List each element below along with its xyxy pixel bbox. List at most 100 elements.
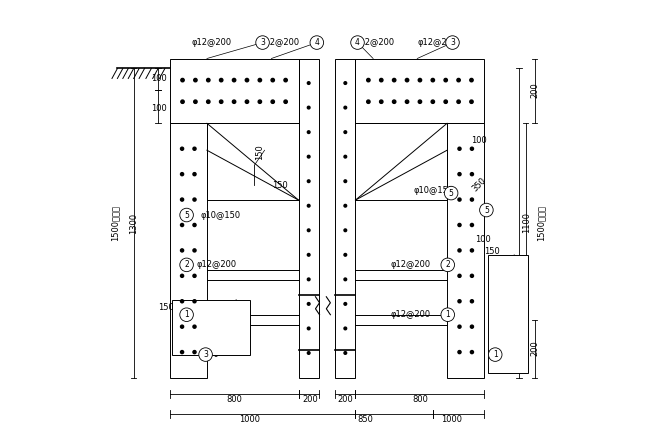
Circle shape	[344, 229, 347, 231]
Circle shape	[181, 147, 184, 150]
Circle shape	[441, 258, 455, 271]
Text: 1100: 1100	[522, 211, 531, 232]
Bar	[447, 123, 485, 377]
Text: 1500垒土侧: 1500垒土侧	[110, 205, 119, 241]
Bar	[169, 123, 207, 377]
Circle shape	[307, 131, 310, 134]
Circle shape	[344, 352, 347, 354]
Circle shape	[457, 78, 460, 82]
Circle shape	[180, 208, 194, 222]
Text: 1300: 1300	[129, 212, 138, 234]
Circle shape	[367, 78, 370, 82]
Circle shape	[307, 204, 310, 207]
Circle shape	[181, 351, 184, 354]
Text: 5: 5	[449, 189, 454, 198]
Circle shape	[431, 78, 434, 82]
Text: 150: 150	[255, 144, 264, 160]
Circle shape	[367, 100, 370, 103]
Circle shape	[444, 78, 447, 82]
Circle shape	[193, 274, 196, 277]
Circle shape	[181, 274, 184, 277]
Circle shape	[181, 100, 184, 103]
Circle shape	[351, 36, 364, 49]
Text: 1: 1	[445, 310, 450, 319]
Text: φ12@200: φ12@200	[197, 310, 237, 319]
Circle shape	[220, 78, 223, 82]
Circle shape	[470, 78, 473, 82]
Circle shape	[245, 100, 249, 103]
Circle shape	[444, 186, 458, 200]
Circle shape	[344, 303, 347, 305]
Circle shape	[419, 100, 422, 103]
Circle shape	[307, 352, 310, 354]
Text: 350: 350	[471, 176, 489, 194]
Circle shape	[344, 204, 347, 207]
Circle shape	[470, 147, 473, 150]
Circle shape	[258, 78, 262, 82]
Text: 100: 100	[472, 136, 487, 145]
Circle shape	[344, 327, 347, 330]
Circle shape	[457, 100, 460, 103]
Circle shape	[470, 223, 473, 227]
Circle shape	[232, 100, 235, 103]
Text: 950: 950	[203, 350, 219, 359]
Circle shape	[458, 325, 461, 328]
Bar	[335, 58, 356, 377]
Circle shape	[441, 308, 455, 321]
Circle shape	[207, 78, 210, 82]
Circle shape	[307, 106, 310, 109]
Text: 5: 5	[184, 210, 189, 219]
Circle shape	[489, 348, 502, 361]
Circle shape	[458, 223, 461, 227]
Circle shape	[458, 173, 461, 176]
Circle shape	[458, 351, 461, 354]
Circle shape	[307, 155, 310, 158]
Text: 2: 2	[445, 260, 450, 269]
Text: 1: 1	[184, 310, 189, 319]
Text: 150: 150	[158, 303, 174, 312]
Circle shape	[431, 100, 434, 103]
Circle shape	[344, 180, 347, 182]
Circle shape	[470, 198, 473, 201]
Text: 3: 3	[450, 38, 455, 47]
Text: φ12@200: φ12@200	[260, 38, 300, 47]
Circle shape	[181, 325, 184, 328]
Text: 800: 800	[226, 395, 242, 404]
Circle shape	[470, 249, 473, 252]
Circle shape	[307, 254, 310, 256]
Circle shape	[284, 78, 287, 82]
Circle shape	[392, 78, 396, 82]
Circle shape	[458, 299, 461, 303]
Bar	[171, 300, 250, 355]
Text: 800: 800	[412, 395, 428, 404]
Circle shape	[181, 173, 184, 176]
Text: 150: 150	[484, 247, 500, 256]
Text: 1500背土侧: 1500背土侧	[537, 205, 546, 241]
Circle shape	[344, 155, 347, 158]
Circle shape	[258, 100, 262, 103]
Circle shape	[307, 327, 310, 330]
Circle shape	[344, 131, 347, 134]
Circle shape	[470, 274, 473, 277]
Text: 100: 100	[151, 74, 167, 83]
Text: 100: 100	[151, 104, 167, 113]
Circle shape	[193, 299, 196, 303]
Circle shape	[379, 78, 383, 82]
Circle shape	[181, 223, 184, 227]
Text: 3: 3	[260, 38, 265, 47]
Circle shape	[256, 36, 269, 49]
Circle shape	[193, 198, 196, 201]
Circle shape	[470, 299, 473, 303]
Circle shape	[271, 100, 275, 103]
Circle shape	[444, 100, 447, 103]
Text: 200: 200	[303, 395, 318, 404]
Bar	[169, 58, 298, 123]
Circle shape	[181, 198, 184, 201]
Bar	[489, 255, 528, 372]
Circle shape	[284, 100, 287, 103]
Circle shape	[193, 223, 196, 227]
Circle shape	[405, 78, 409, 82]
Circle shape	[470, 100, 473, 103]
Text: 200: 200	[337, 395, 353, 404]
Circle shape	[193, 249, 196, 252]
